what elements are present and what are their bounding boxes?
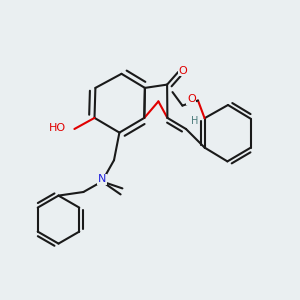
Text: H: H <box>191 116 198 127</box>
Text: N: N <box>98 174 106 184</box>
Text: O: O <box>187 94 196 104</box>
Text: HO: HO <box>49 123 66 133</box>
Text: O: O <box>178 65 187 76</box>
